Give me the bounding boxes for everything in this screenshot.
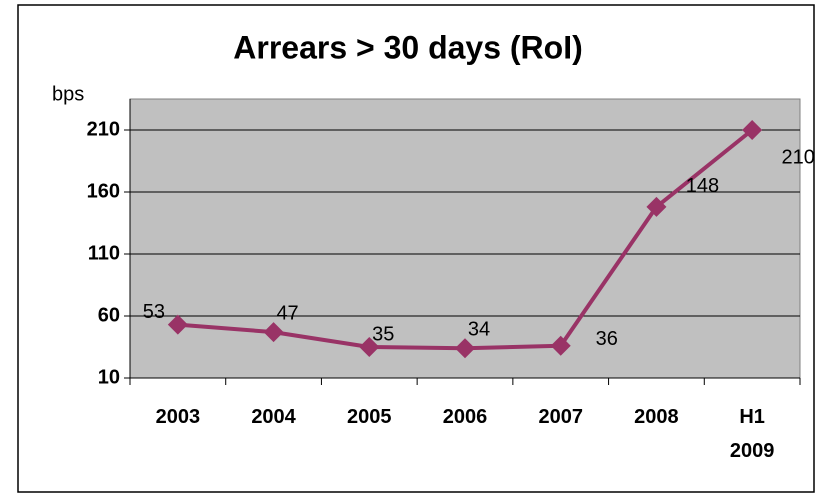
point-marker — [550, 335, 571, 356]
y-axis-label: bps — [52, 83, 84, 105]
data-label: 53 — [143, 301, 165, 323]
data-label: 36 — [596, 328, 618, 350]
chart-title: Arrears > 30 days (RoI) — [233, 29, 583, 65]
data-label: 34 — [468, 319, 490, 341]
x-tick-label: 2005 — [347, 406, 392, 428]
point-marker — [263, 322, 284, 343]
y-tick-label: 160 — [87, 180, 120, 202]
x-tick-label: 2008 — [634, 406, 679, 428]
point-marker — [455, 338, 475, 359]
data-label: 35 — [372, 323, 394, 345]
y-tick-label: 210 — [87, 118, 120, 140]
plot-area — [129, 98, 801, 379]
x-tick-label: H1 2009 — [729, 406, 775, 462]
x-tick-label: 2004 — [251, 406, 296, 428]
y-tick-label: 10 — [98, 366, 120, 388]
point-marker — [742, 120, 763, 140]
x-tick-label: 2007 — [538, 406, 583, 428]
data-label: 47 — [276, 302, 298, 324]
y-tick-label: 60 — [98, 304, 120, 326]
data-label: 148 — [686, 175, 719, 197]
x-tick-label: 2003 — [155, 406, 201, 428]
y-tick-label: 110 — [88, 242, 120, 264]
x-tick-label: 2006 — [442, 406, 488, 428]
point-marker — [359, 337, 380, 357]
point-marker — [646, 196, 667, 217]
data-label: 210 — [781, 146, 814, 168]
point-marker — [167, 314, 188, 335]
